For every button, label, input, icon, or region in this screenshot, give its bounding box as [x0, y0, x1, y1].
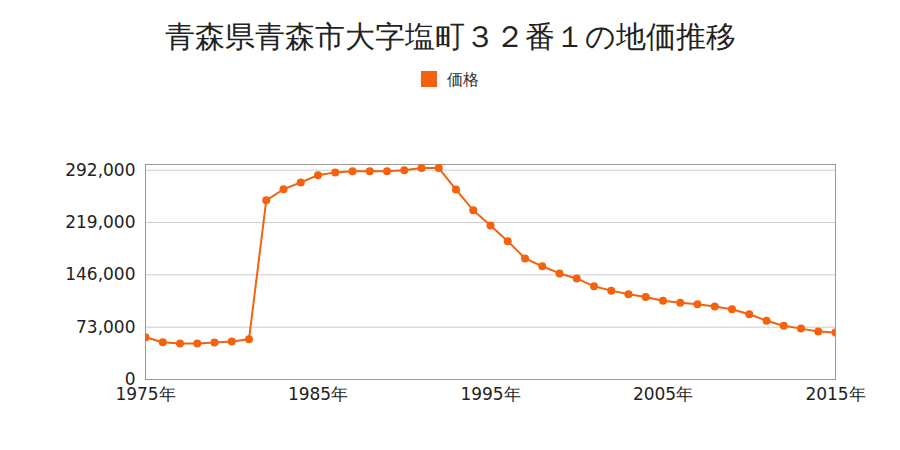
svg-text:219,000: 219,000: [65, 212, 135, 232]
svg-text:1985年: 1985年: [288, 384, 348, 404]
svg-text:2015年: 2015年: [805, 384, 865, 404]
svg-text:292,000: 292,000: [65, 160, 135, 180]
svg-text:1995年: 1995年: [460, 384, 520, 404]
svg-text:2005年: 2005年: [633, 384, 693, 404]
svg-text:146,000: 146,000: [65, 264, 135, 284]
html-text:青森県青森市大字塩町３２番１の地価推移: 青森県青森市大字塩町３２番１の地価推移: [164, 19, 736, 54]
html-text:価格: 価格: [447, 70, 479, 89]
svg-text:1975年: 1975年: [115, 384, 175, 404]
svg-text:73,000: 73,000: [76, 317, 135, 337]
svg-text:0: 0: [124, 368, 136, 389]
